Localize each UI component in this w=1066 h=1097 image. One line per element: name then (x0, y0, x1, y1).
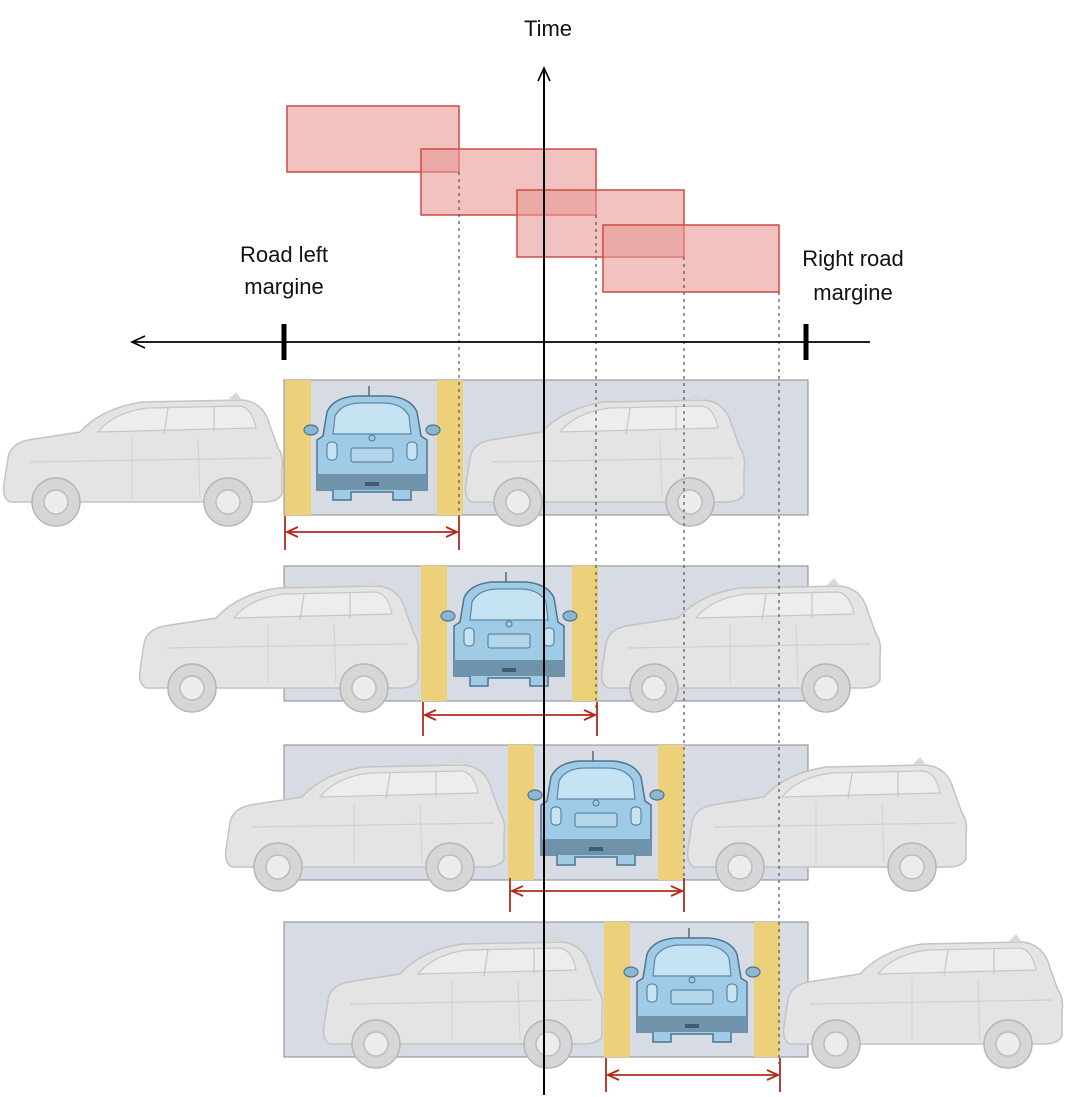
buffer-zone-right (754, 922, 780, 1057)
right-margin-label-line2: margine (813, 280, 892, 305)
buffer-zone-left (508, 745, 534, 880)
right-margin-label-line1: Right road (802, 246, 904, 271)
buffer-zone-left (604, 922, 630, 1057)
frame-3 (224, 744, 968, 892)
left-margin-label-line1: Road left (240, 242, 328, 267)
frame-4 (283, 921, 1064, 1069)
time-axis-label: Time (524, 16, 572, 41)
frame-2 (138, 565, 882, 713)
buffer-zone-right (572, 566, 598, 701)
frame-1 (2, 379, 809, 527)
buffer-zone-left (421, 566, 447, 701)
width-measures (284, 516, 781, 1092)
time-blocks (286, 105, 780, 293)
left-margin-label-line2: margine (244, 274, 323, 299)
parked-car-left-icon (2, 391, 284, 527)
buffer-zone-right (658, 745, 684, 880)
buffer-zone-left (285, 380, 311, 515)
guide-lines (458, 172, 780, 1064)
parked-car-right-icon (782, 933, 1064, 1069)
time-block-4 (602, 224, 780, 293)
parked-car-left-icon (138, 577, 420, 713)
